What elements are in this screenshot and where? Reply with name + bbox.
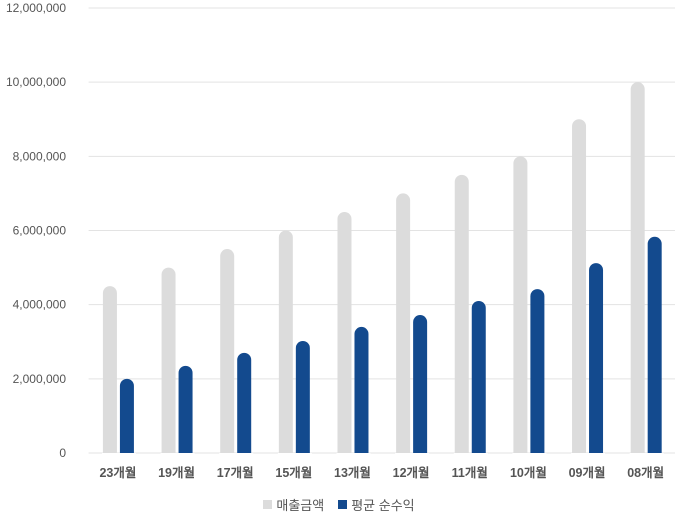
x-tick-label: 09개월 [569, 465, 606, 480]
bar-sales [161, 267, 176, 460]
legend-swatch-sales [263, 500, 273, 509]
bar-sales [572, 119, 587, 460]
legend-item-profit: 평균 순수익 [338, 495, 415, 514]
y-tick-label: 4,000,000 [13, 298, 67, 312]
bar-profit [413, 315, 428, 460]
bar-base-mask [277, 453, 312, 463]
x-tick-label: 12개월 [393, 465, 430, 480]
bar-base-mask [629, 453, 664, 463]
bar-chart: 0 2,000,000 4,000,000 6,000,000 8,000,000 10,… [6, 1, 675, 480]
legend-swatch-profit [338, 500, 348, 509]
y-tick-label: 10,000,000 [6, 75, 66, 89]
x-tick-label: 10개월 [510, 465, 547, 480]
bar-sales [630, 82, 645, 461]
y-tick-label: 12,000,000 [6, 1, 66, 15]
bar-base-mask [512, 453, 547, 463]
bar-profit [119, 378, 134, 460]
y-tick-label: 2,000,000 [13, 372, 67, 386]
legend-label: 매출금액 [276, 498, 325, 513]
bar-sales [220, 249, 235, 460]
legend-label: 평균 순수익 [351, 498, 415, 513]
bar-profit [354, 326, 369, 460]
bar-sales [102, 286, 117, 460]
x-tick-label: 13개월 [334, 465, 371, 480]
bar-base-mask [336, 453, 371, 463]
bar-profit [530, 289, 545, 460]
bar-profit [589, 263, 604, 460]
bar-profit [237, 352, 252, 460]
bar-base-mask [219, 453, 254, 463]
bar-base-mask [101, 453, 136, 463]
y-tick-label: 0 [59, 446, 66, 460]
x-tick-label: 19개월 [158, 465, 195, 480]
legend-item-sales: 매출금액 [263, 495, 324, 514]
bar-sales [513, 156, 528, 461]
bar-base-mask [160, 453, 195, 463]
x-tick-label: 11개월 [452, 465, 488, 480]
x-tick-label: 17개월 [217, 465, 254, 480]
bar-base-mask [571, 453, 606, 463]
x-tick-label: 08개월 [627, 465, 664, 480]
bar-profit [178, 365, 193, 460]
y-tick-label: 8,000,000 [13, 149, 67, 163]
x-tick-label: 15개월 [275, 465, 312, 480]
bar-sales [337, 211, 352, 460]
x-tick-label: 23개월 [99, 465, 136, 480]
bar-base-mask [453, 453, 488, 463]
bar-base-mask [395, 453, 430, 463]
bar-sales [396, 193, 411, 460]
bar-profit [471, 300, 486, 460]
bar-profit [295, 341, 310, 460]
bar-sales [454, 174, 469, 460]
bar-sales [278, 230, 293, 460]
bar-profit [647, 236, 662, 460]
legend: 매출금액 평균 순수익 [0, 495, 678, 514]
y-tick-label: 6,000,000 [13, 224, 67, 238]
